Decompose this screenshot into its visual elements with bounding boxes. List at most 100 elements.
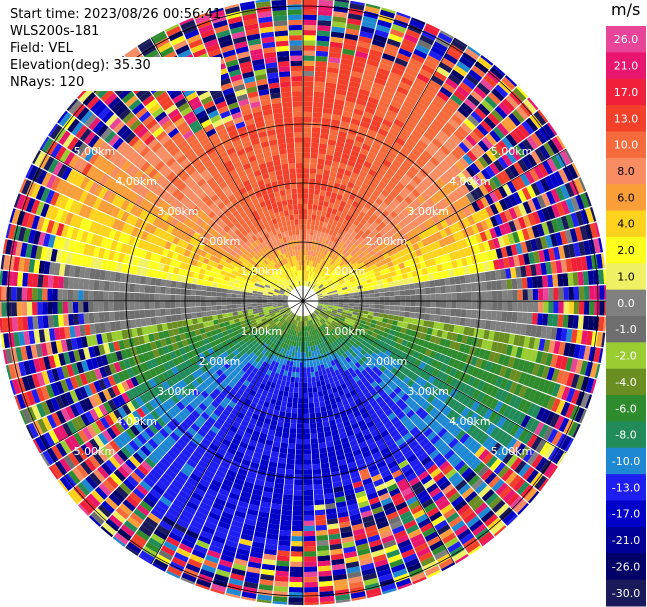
velocity-gate: [424, 348, 432, 357]
velocity-gate: [384, 245, 392, 253]
velocity-gate: [497, 185, 508, 199]
velocity-gate: [466, 301, 472, 310]
velocity-gate: [388, 33, 403, 43]
velocity-gate: [303, 127, 312, 133]
velocity-gate: [446, 137, 458, 149]
velocity-gate: [371, 341, 379, 349]
velocity-gate: [495, 248, 503, 259]
velocity-gate: [337, 288, 343, 292]
velocity-gate: [303, 147, 311, 153]
velocity-gate: [402, 405, 412, 415]
velocity-gate: [431, 224, 440, 234]
velocity-gate: [477, 417, 488, 430]
velocity-gate: [328, 175, 336, 183]
velocity-gate: [408, 133, 420, 144]
velocity-gate: [312, 266, 316, 273]
velocity-gate: [426, 160, 437, 171]
velocity-gate: [439, 363, 448, 373]
velocity-gate: [378, 180, 387, 189]
velocity-gate: [451, 39, 467, 52]
velocity-gate: [585, 255, 593, 270]
velocity-gate: [529, 419, 540, 433]
velocity-gate: [452, 359, 461, 369]
velocity-gate: [311, 283, 315, 289]
velocity-gate: [368, 326, 375, 332]
velocity-gate: [573, 301, 580, 315]
velocity-gate: [328, 252, 334, 258]
velocity-gate: [493, 429, 505, 442]
velocity-gate: [327, 279, 333, 285]
velocity-gate: [517, 289, 523, 301]
velocity-gate: [330, 235, 336, 242]
velocity-gate: [528, 252, 536, 265]
velocity-gate: [500, 321, 507, 333]
velocity-gate: [359, 246, 367, 253]
velocity-gate: [360, 239, 368, 247]
velocity-gate: [512, 191, 523, 205]
velocity-gate: [326, 310, 332, 314]
velocity-gate: [510, 267, 517, 279]
velocity-gate: [487, 239, 496, 250]
velocity-gate: [318, 396, 325, 402]
velocity-gate: [387, 150, 398, 160]
velocity-gate: [449, 377, 458, 388]
velocity-gate: [565, 214, 575, 229]
velocity-gate: [307, 203, 313, 210]
velocity-gate: [376, 105, 388, 114]
velocity-gate: [499, 269, 507, 280]
velocity-gate: [501, 153, 513, 167]
velocity-gate: [434, 134, 447, 145]
velocity-gate: [355, 135, 365, 144]
velocity-gate: [320, 288, 326, 292]
velocity-gate: [414, 282, 420, 289]
velocity-gate: [402, 72, 416, 82]
velocity-gate: [400, 128, 411, 138]
velocity-gate: [329, 170, 337, 178]
velocity-gate: [324, 267, 329, 274]
velocity-gate: [438, 61, 453, 74]
velocity-gate: [524, 170, 535, 184]
velocity-gate: [502, 355, 511, 367]
velocity-gate: [358, 210, 366, 219]
velocity-gate: [326, 72, 339, 79]
velocity-gate: [389, 210, 398, 219]
velocity-gate: [337, 205, 345, 213]
velocity-gate: [281, 437, 289, 444]
velocity-gate: [293, 495, 303, 501]
velocity-gate: [303, 438, 311, 445]
velocity-gate: [485, 384, 495, 396]
velocity-gate: [309, 271, 313, 277]
velocity-gate: [453, 200, 463, 211]
velocity-gate: [558, 417, 570, 433]
velocity-gate: [430, 307, 436, 315]
velocity-gate: [332, 308, 338, 312]
velocity-gate: [543, 301, 549, 313]
velocity-gate: [359, 83, 372, 92]
velocity-gate: [372, 315, 379, 321]
velocity-gate: [350, 150, 360, 158]
velocity-gate: [450, 284, 457, 293]
velocity-gate: [440, 382, 450, 393]
velocity-gate: [390, 176, 400, 186]
velocity-gate: [303, 40, 316, 46]
velocity-gate: [309, 423, 317, 429]
velocity-gate: [374, 296, 380, 301]
velocity-gate: [415, 101, 428, 112]
velocity-gate: [368, 369, 376, 377]
velocity-gate: [579, 409, 587, 424]
velocity-gate: [502, 434, 514, 448]
velocity-gate: [338, 304, 344, 308]
velocity-gate: [455, 444, 467, 456]
velocity-gate: [315, 280, 320, 286]
velocity-gate: [402, 376, 411, 385]
velocity-gate: [417, 255, 425, 263]
velocity-gate: [175, 314, 182, 321]
velocity-gate: [413, 394, 423, 404]
velocity-gate: [391, 347, 399, 355]
velocity-gate: [322, 323, 327, 329]
velocity-gate: [491, 310, 498, 321]
velocity-gate: [438, 322, 445, 331]
velocity-gate: [312, 312, 317, 317]
velocity-gate: [489, 320, 497, 331]
velocity-gate: [341, 195, 349, 203]
